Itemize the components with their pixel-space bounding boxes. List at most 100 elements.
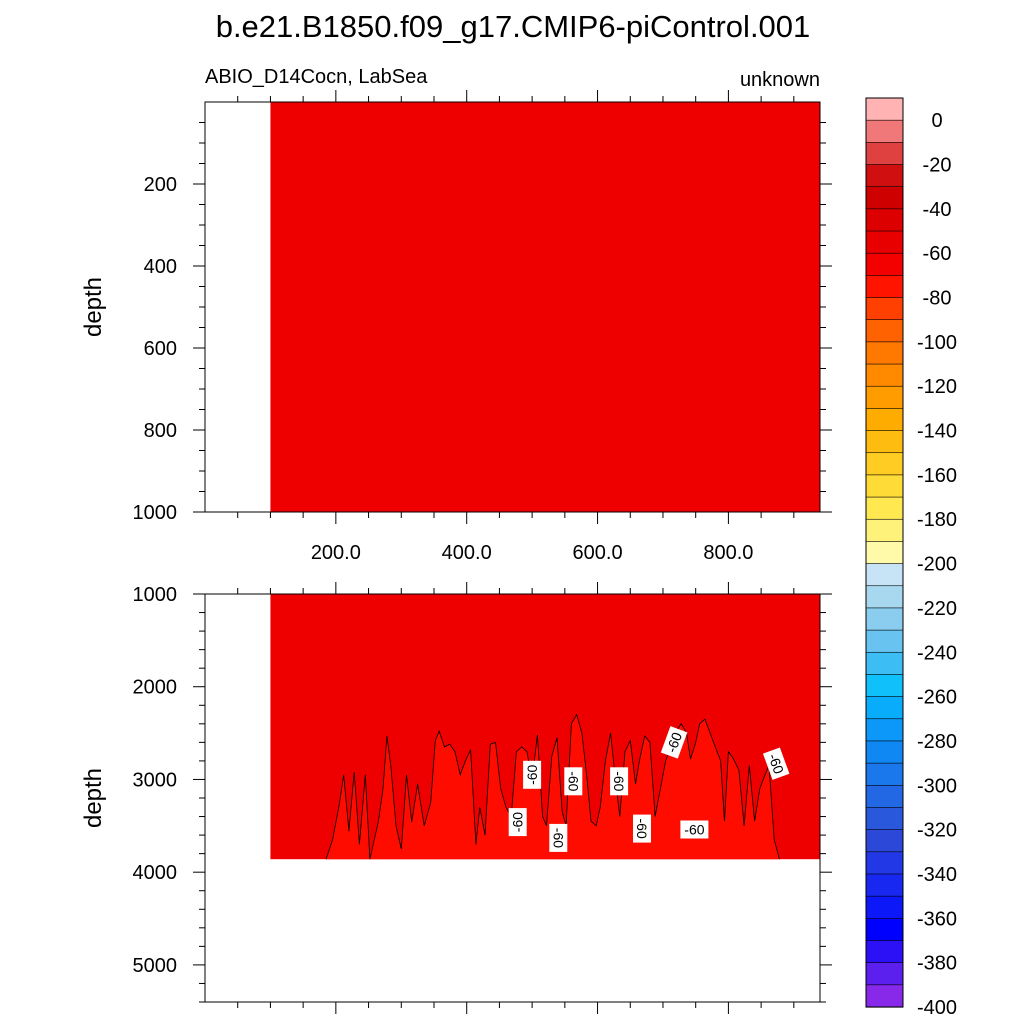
colorbar-swatch [865, 607, 904, 631]
colorbar-swatch [865, 430, 904, 454]
colorbar-swatch [865, 829, 904, 853]
colorbar-swatch [865, 696, 904, 720]
contour-label-text: -60 [611, 771, 627, 791]
data-fill-region [270, 102, 820, 512]
colorbar-swatch [865, 784, 904, 809]
colorbar-swatch [865, 541, 904, 565]
contour-label-text: -60 [634, 818, 650, 838]
contour-label: -60 [610, 767, 629, 796]
top-panel: 200.0 400.0 600.0 800.0 200 400 600 800 1000 dept… [80, 90, 832, 564]
contour-label-box [508, 808, 527, 837]
y-tick-label: 200 [144, 174, 177, 196]
colorbar-label: -120 [917, 376, 957, 398]
y-tick-label: 1000 [133, 502, 178, 524]
colorbar-label: -80 [923, 288, 952, 310]
colorbar-swatch [865, 319, 904, 343]
colorbar-label: -200 [917, 554, 957, 576]
colorbar-swatch [865, 230, 904, 254]
colorbar-label: -40 [923, 199, 952, 221]
y-tick-label: 4000 [133, 862, 178, 884]
bottom-panel: -60 -60 -60 -60 -60 -60 -60 -60 -60 1000 2000 3000 4… [80, 582, 832, 1014]
colorbar-swatch [865, 895, 904, 919]
colorbar-label: -260 [917, 687, 957, 709]
colorbar-label: -160 [917, 465, 957, 487]
y-tick-label: 800 [144, 420, 177, 442]
contour-label: -60 [633, 814, 651, 843]
colorbar-swatch [865, 807, 904, 831]
y-axis-label: depth [80, 277, 107, 337]
colorbar-swatch [865, 408, 904, 432]
x-tick-label: 200.0 [311, 542, 361, 564]
y-axis-label: depth [80, 768, 107, 828]
contour-label-text: -60 [765, 751, 787, 776]
colorbar-label: -340 [917, 864, 957, 886]
colorbar-swatch [865, 452, 904, 476]
contour-label-text: -60 [510, 812, 526, 832]
x-tick-label: 600.0 [573, 542, 623, 564]
contour-label: -60 [549, 823, 568, 852]
subtitle-left: ABIO_D14Cocn, LabSea [205, 66, 428, 88]
x-tick-label: 400.0 [442, 542, 492, 564]
colorbar-swatch [865, 873, 904, 897]
colorbar-swatch [865, 740, 904, 764]
colorbar-swatch [865, 186, 904, 210]
colorbar-swatch [865, 297, 904, 321]
colorbar-swatch [865, 341, 904, 365]
contour-label-text: -60 [684, 822, 704, 838]
colorbar-label: -400 [917, 997, 957, 1019]
colorbar-label: -320 [917, 820, 957, 842]
colorbar-swatch [865, 496, 904, 520]
colorbar-swatch [865, 275, 904, 299]
contour-label-box [633, 814, 651, 843]
x-tick-label: 800.0 [703, 542, 753, 564]
y-tick-label: 2000 [133, 677, 178, 699]
figure-title: b.e21.B1850.f09_g17.CMIP6-piControl.001 [216, 9, 811, 44]
contour-label-box [660, 726, 688, 759]
colorbar-swatch [865, 142, 904, 166]
contour-label-box [762, 747, 790, 780]
colorbar-label: -380 [917, 953, 957, 975]
colorbar-swatch [865, 119, 904, 143]
colorbar-swatch [865, 629, 904, 653]
y-tick-label: 1000 [133, 584, 178, 606]
colorbar-swatch [865, 918, 904, 942]
colorbar-label: -140 [917, 421, 957, 443]
colorbar-swatch [865, 164, 904, 188]
colorbar-label: -100 [917, 332, 957, 354]
colorbar-label: -300 [917, 775, 957, 797]
colorbar: 0 -20 -40 -60 -80 -100 -120 -140 -160 -180 -200 -22… [865, 97, 957, 1019]
colorbar-swatch [865, 363, 904, 387]
colorbar-frame [865, 97, 904, 1008]
contour-line [325, 713, 780, 860]
contour-label: -60 [660, 726, 688, 759]
colorbar-swatch [865, 940, 904, 964]
subtitle-right: unknown [740, 69, 820, 91]
contour-label-box [523, 760, 542, 789]
contour-label: -60 [508, 808, 527, 837]
contour-label: -60 [762, 747, 790, 780]
contour-label-text: -60 [550, 828, 566, 848]
contour-label-box [610, 767, 629, 796]
colorbar-swatch [865, 718, 904, 742]
contour-label-text: -60 [565, 771, 581, 791]
colorbar-label: -180 [917, 509, 957, 531]
y-tick-label: 3000 [133, 769, 178, 791]
colorbar-swatch [865, 385, 904, 409]
colorbar-swatch [865, 962, 904, 986]
colorbar-label: -360 [917, 908, 957, 930]
colorbar-label: 0 [931, 110, 942, 132]
contour-label: -60 [680, 820, 709, 839]
contour-label-text: -60 [663, 730, 685, 755]
colorbar-swatch [865, 674, 904, 698]
colorbar-swatch [865, 585, 904, 609]
colorbar-swatch [865, 518, 904, 543]
colorbar-swatch [865, 474, 904, 498]
contour-label-box [564, 767, 583, 796]
colorbar-label: -280 [917, 731, 957, 753]
colorbar-label: -220 [917, 598, 957, 620]
colorbar-swatch [865, 762, 904, 786]
contour-label-text: -60 [524, 764, 540, 784]
colorbar-swatch [865, 851, 904, 875]
colorbar-swatch [865, 97, 904, 121]
